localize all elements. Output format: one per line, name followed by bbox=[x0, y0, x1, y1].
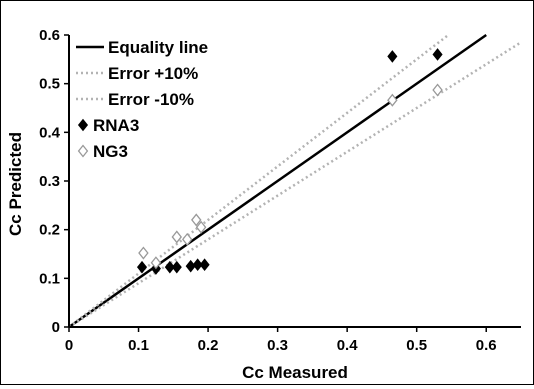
reference-line-2 bbox=[68, 41, 522, 329]
data-point-ng3-1 bbox=[150, 256, 162, 270]
y-tick-label: 0.3 bbox=[39, 173, 60, 190]
legend-marker-0 bbox=[77, 118, 89, 132]
data-point-ng3-3 bbox=[181, 232, 193, 246]
reference-line-0 bbox=[68, 33, 487, 329]
legend-label: Error -10% bbox=[108, 90, 194, 109]
axes bbox=[64, 34, 521, 332]
x-tick-label: 0 bbox=[65, 337, 73, 354]
x-tick-label: 0.6 bbox=[476, 337, 497, 354]
legend-label: Error +10% bbox=[108, 64, 198, 83]
x-tick-label: 0.1 bbox=[128, 337, 149, 354]
data-point-rna3-4 bbox=[185, 259, 196, 273]
y-tick-label: 0.1 bbox=[39, 270, 60, 287]
data-point-ng3-7 bbox=[432, 83, 443, 97]
data-point-rna3-3 bbox=[171, 260, 182, 274]
legend-label: Equality line bbox=[108, 38, 208, 57]
data-point-ng3-2 bbox=[171, 230, 183, 244]
tick-labels: 0 0.1 0.2 0.3 0.4 0.5 0.6 0 0.1 0.2 0.3 0.4 0.5 0.6 bbox=[39, 27, 497, 354]
x-tick-label: 0.5 bbox=[406, 337, 427, 354]
x-tick-label: 0.2 bbox=[198, 337, 219, 354]
legend-marker-1 bbox=[77, 144, 89, 158]
legend: Equality line Error +10% Error -10% RNA3 NG3 bbox=[76, 38, 208, 161]
y-tick-label: 0.6 bbox=[39, 27, 60, 44]
y-axis-title: Cc Predicted bbox=[6, 132, 25, 236]
y-tick-label: 0.4 bbox=[39, 124, 61, 141]
data-point-ng3-4 bbox=[191, 213, 202, 227]
y-tick-label: 0 bbox=[52, 319, 60, 336]
data-points bbox=[136, 48, 443, 275]
legend-label: RNA3 bbox=[93, 116, 139, 135]
x-tick-label: 0.3 bbox=[267, 337, 288, 354]
data-point-rna3-0 bbox=[136, 260, 148, 274]
data-point-ng3-6 bbox=[387, 93, 398, 107]
x-tick-label: 0.4 bbox=[337, 337, 359, 354]
y-tick-label: 0.2 bbox=[39, 222, 60, 239]
data-point-rna3-6 bbox=[199, 258, 210, 272]
data-point-rna3-8 bbox=[432, 48, 443, 61]
data-point-ng3-0 bbox=[138, 246, 149, 260]
x-axis-title: Cc Measured bbox=[242, 363, 348, 382]
data-point-rna3-2 bbox=[164, 260, 175, 274]
y-tick-label: 0.5 bbox=[39, 76, 60, 93]
reference-lines bbox=[68, 33, 522, 329]
data-point-rna3-7 bbox=[387, 50, 398, 63]
data-point-rna3-5 bbox=[192, 258, 203, 272]
legend-label: NG3 bbox=[93, 142, 128, 161]
data-point-ng3-5 bbox=[195, 220, 207, 234]
